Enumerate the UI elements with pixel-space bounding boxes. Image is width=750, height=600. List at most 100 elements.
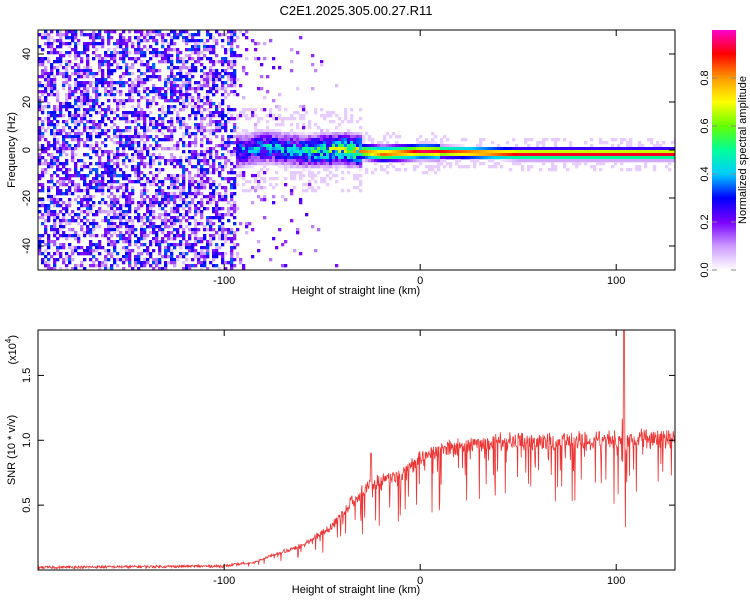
heatmap-cell bbox=[371, 141, 375, 145]
heatmap-cell bbox=[128, 180, 132, 184]
heatmap-cell bbox=[302, 135, 306, 139]
heatmap-cell bbox=[62, 213, 66, 217]
heatmap-cell bbox=[545, 147, 549, 151]
heatmap-cell bbox=[74, 96, 78, 100]
heatmap-cell bbox=[41, 84, 45, 88]
heatmap-cell bbox=[245, 231, 249, 235]
heatmap-cell bbox=[83, 93, 87, 97]
heatmap-cell bbox=[344, 108, 348, 112]
heatmap-cell bbox=[125, 177, 129, 181]
heatmap-cell bbox=[182, 174, 186, 178]
heatmap-cell bbox=[44, 264, 48, 268]
heatmap-cell bbox=[50, 129, 54, 133]
heatmap-cell bbox=[260, 138, 264, 142]
heatmap-cell bbox=[152, 177, 156, 181]
heatmap-cell bbox=[542, 147, 546, 151]
heatmap-cell bbox=[89, 114, 93, 118]
snr-series-clip bbox=[38, 330, 675, 570]
heatmap-cell bbox=[200, 138, 204, 142]
heatmap-cell bbox=[203, 261, 207, 265]
heatmap-cell bbox=[212, 36, 216, 40]
heatmap-cell bbox=[551, 138, 555, 142]
heatmap-cell bbox=[263, 162, 267, 166]
heatmap-cell bbox=[224, 162, 228, 166]
heatmap-cell bbox=[407, 144, 411, 148]
heatmap-cell bbox=[659, 144, 663, 148]
heatmap-cell bbox=[212, 45, 216, 49]
heatmap-cell bbox=[257, 150, 261, 154]
heatmap-cell bbox=[56, 237, 60, 241]
heatmap-cell bbox=[266, 168, 270, 172]
heatmap-cell bbox=[203, 96, 207, 100]
heatmap-cell bbox=[314, 138, 318, 142]
heatmap-cell bbox=[422, 141, 426, 145]
heatmap-cell bbox=[176, 84, 180, 88]
heatmap-cell bbox=[356, 186, 360, 190]
heatmap-cell bbox=[89, 168, 93, 172]
heatmap-cell bbox=[50, 63, 54, 67]
heatmap-cell bbox=[122, 222, 126, 226]
heatmap-cell bbox=[167, 129, 171, 133]
heatmap-cell bbox=[119, 213, 123, 217]
heatmap-cell bbox=[200, 237, 204, 241]
heatmap-cell bbox=[596, 156, 600, 160]
heatmap-cell bbox=[74, 87, 78, 91]
heatmap-cell bbox=[242, 33, 246, 37]
heatmap-cell bbox=[131, 165, 135, 169]
heatmap-cell bbox=[173, 192, 177, 196]
heatmap-cell bbox=[320, 129, 324, 133]
heatmap-cell bbox=[128, 93, 132, 97]
heatmap-cell bbox=[80, 75, 84, 79]
heatmap-cell bbox=[98, 201, 102, 205]
heatmap-cell bbox=[53, 219, 57, 223]
heatmap-cell bbox=[80, 228, 84, 232]
heatmap-cell bbox=[626, 156, 630, 160]
heatmap-cell bbox=[113, 99, 117, 103]
heatmap-cell bbox=[473, 162, 477, 166]
heatmap-cell bbox=[629, 141, 633, 145]
heatmap-cell bbox=[233, 93, 237, 97]
heatmap-cell bbox=[122, 75, 126, 79]
heatmap-cell bbox=[227, 219, 231, 223]
heatmap-cell bbox=[317, 132, 321, 136]
heatmap-cell bbox=[263, 135, 267, 139]
heatmap-cell bbox=[188, 66, 192, 70]
heatmap-cell bbox=[77, 216, 81, 220]
heatmap-cell bbox=[380, 165, 384, 169]
heatmap-cell bbox=[44, 138, 48, 142]
heatmap-cell bbox=[584, 150, 588, 154]
heatmap-cell bbox=[134, 129, 138, 133]
heatmap-cell bbox=[143, 135, 147, 139]
heatmap-cell bbox=[353, 150, 357, 154]
heatmap-cell bbox=[269, 144, 273, 148]
heatmap-cell bbox=[134, 126, 138, 130]
heatmap-cell bbox=[575, 165, 579, 169]
heatmap-cell bbox=[65, 123, 69, 127]
heatmap-cell bbox=[212, 162, 216, 166]
heatmap-cell bbox=[74, 138, 78, 142]
heatmap-cell bbox=[158, 159, 162, 163]
heatmap-cell bbox=[131, 66, 135, 70]
heatmap-cell bbox=[47, 246, 51, 250]
heatmap-cell bbox=[113, 204, 117, 208]
heatmap-cell bbox=[47, 75, 51, 79]
heatmap-cell bbox=[146, 219, 150, 223]
heatmap-cell bbox=[215, 252, 219, 256]
heatmap-cell bbox=[248, 150, 252, 154]
heatmap-cell bbox=[185, 192, 189, 196]
heatmap-cell bbox=[296, 87, 300, 91]
heatmap-cell bbox=[332, 138, 336, 142]
heatmap-cell bbox=[140, 228, 144, 232]
heatmap-cell bbox=[74, 117, 78, 121]
heatmap-cell bbox=[227, 261, 231, 265]
heatmap-cell bbox=[245, 117, 249, 121]
heatmap-cell bbox=[245, 159, 249, 163]
heatmap-cell bbox=[95, 210, 99, 214]
snr-y-multiplier-exp: 4 bbox=[4, 338, 13, 343]
heatmap-cell bbox=[383, 168, 387, 172]
heatmap-cell bbox=[101, 180, 105, 184]
heatmap-cell bbox=[308, 147, 312, 151]
heatmap-cell bbox=[149, 243, 153, 247]
heatmap-cell bbox=[599, 141, 603, 145]
heatmap-cell bbox=[149, 123, 153, 127]
